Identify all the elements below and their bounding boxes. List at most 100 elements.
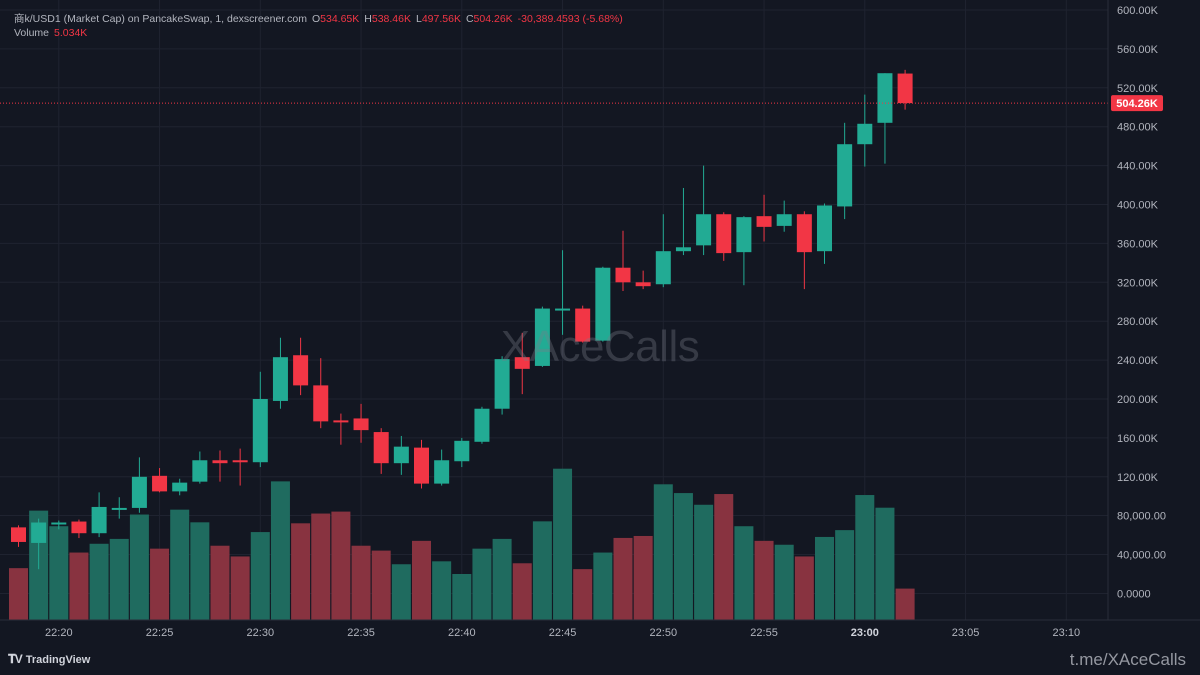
volume-bar — [89, 543, 109, 621]
volume-bar — [391, 564, 411, 620]
legend-open-value: 534.65K — [320, 13, 360, 25]
volume-bar — [714, 494, 734, 620]
candle-body — [252, 399, 268, 463]
volume-tick-label: 40,000.00 — [1117, 550, 1166, 562]
volume-tick-label: 80,000.00 — [1117, 511, 1166, 523]
time-tick-label: 22:35 — [347, 627, 375, 639]
candlesticks — [11, 69, 913, 570]
volume-bar — [512, 563, 532, 621]
candle-body — [837, 144, 853, 207]
volume-bar — [412, 540, 431, 620]
candle-body — [434, 460, 450, 484]
legend-volume-label[interactable]: Volume — [14, 27, 50, 39]
volume-bar — [613, 537, 633, 621]
legend-volume-value: 5.034K — [54, 27, 88, 39]
candle-body — [555, 308, 571, 311]
candle-body — [313, 385, 329, 422]
candle-body — [11, 527, 26, 542]
volume-bars — [9, 468, 915, 621]
price-tick-label: 520.00K — [1117, 83, 1159, 95]
candle-body — [514, 357, 530, 369]
volume-bar — [432, 561, 452, 620]
legend-close-value: 504.26K — [473, 13, 513, 25]
time-tick-label: 22:40 — [448, 627, 476, 639]
legend-volume-row: Volume 5.034K — [14, 26, 623, 40]
volume-bar — [553, 468, 573, 620]
time-tick-label: 22:30 — [247, 627, 275, 639]
time-tick-label: 23:05 — [952, 627, 980, 639]
price-tick-label: 560.00K — [1117, 44, 1159, 56]
candle-body — [454, 440, 470, 462]
volume-bar — [492, 538, 512, 620]
volume-bar — [331, 511, 351, 620]
volume-bar — [472, 548, 492, 620]
volume-bar — [49, 526, 69, 620]
legend-symbol[interactable]: 商k/USD1 (Market Cap) on PancakeSwap, 1, … — [14, 13, 307, 25]
legend-high-value: 538.46K — [371, 13, 411, 25]
candle-body — [272, 357, 288, 401]
volume-tick-label: 0.0000 — [1117, 589, 1151, 601]
volume-bar — [129, 514, 149, 621]
tradingview-logo-icon: 𝐓V — [8, 652, 23, 666]
price-axis-labels[interactable]: 600.00K 560.00K 520.00K 480.00K 440.00K 400.0… — [1117, 5, 1159, 484]
volume-bar — [371, 550, 391, 620]
volume-bar — [754, 540, 774, 620]
time-axis-labels[interactable]: 22:20 22:25 22:30 22:35 22:40 22:45 22:50 22:55… — [45, 627, 1080, 639]
candle-body — [393, 446, 409, 464]
telegram-link[interactable]: t.me/XAceCalls — [1069, 650, 1186, 669]
volume-axis-labels: 80,000.00 40,000.00 0.0000 — [1117, 511, 1166, 601]
last-price-tag: 504.26K — [1111, 95, 1163, 112]
legend-change: -30,389.4593 (-5.68%) — [517, 13, 623, 25]
volume-bar — [250, 532, 270, 620]
candle-body — [796, 214, 812, 253]
volume-bar — [170, 509, 190, 620]
volume-bar — [532, 521, 552, 620]
candle-body — [111, 507, 127, 510]
volume-bar — [230, 556, 250, 620]
price-tick-label: 440.00K — [1117, 161, 1159, 173]
price-tick-label: 200.00K — [1117, 394, 1159, 406]
volume-bar — [109, 538, 129, 620]
volume-bar — [855, 495, 875, 621]
price-tick-label: 320.00K — [1117, 277, 1159, 289]
volume-bar — [815, 536, 834, 620]
tradingview-logo[interactable]: 𝐓V TradingView — [8, 652, 90, 667]
volume-bar — [653, 484, 673, 620]
volume-bar — [673, 493, 693, 620]
time-tick-label: 22:55 — [750, 627, 778, 639]
candle-body — [817, 205, 832, 252]
candle-body — [595, 267, 611, 341]
volume-bar — [794, 556, 814, 620]
volume-bar — [633, 535, 653, 620]
candle-body — [353, 418, 369, 431]
candle-body — [857, 123, 873, 145]
watermark-text: XAceCalls — [500, 322, 700, 371]
volume-bar — [210, 545, 230, 620]
candle-body — [877, 73, 893, 123]
price-tick-label: 600.00K — [1117, 5, 1159, 17]
volume-bar — [734, 526, 754, 620]
chart-legend: 商k/USD1 (Market Cap) on PancakeSwap, 1, … — [14, 12, 623, 40]
volume-bar — [835, 530, 855, 621]
candle-body — [71, 521, 87, 534]
candle-body — [152, 475, 168, 492]
volume-bar — [694, 504, 714, 621]
volume-bar — [774, 544, 794, 620]
time-tick-label: 23:00 — [851, 627, 879, 639]
volume-bar — [593, 552, 613, 620]
candle-body — [172, 482, 188, 492]
price-tick-label: 480.00K — [1117, 122, 1159, 134]
volume-bar — [69, 552, 89, 620]
volume-bar — [190, 522, 210, 620]
candle-body — [474, 408, 490, 442]
candle-body — [897, 73, 913, 104]
volume-bar — [573, 569, 593, 621]
candle-body — [494, 359, 510, 409]
last-price-tag-label: 504.26K — [1116, 98, 1158, 110]
volume-bar — [9, 568, 28, 620]
candle-body — [615, 267, 631, 283]
volume-bar — [875, 507, 895, 620]
legend-high-label: H — [364, 13, 372, 25]
candle-body — [91, 506, 107, 534]
